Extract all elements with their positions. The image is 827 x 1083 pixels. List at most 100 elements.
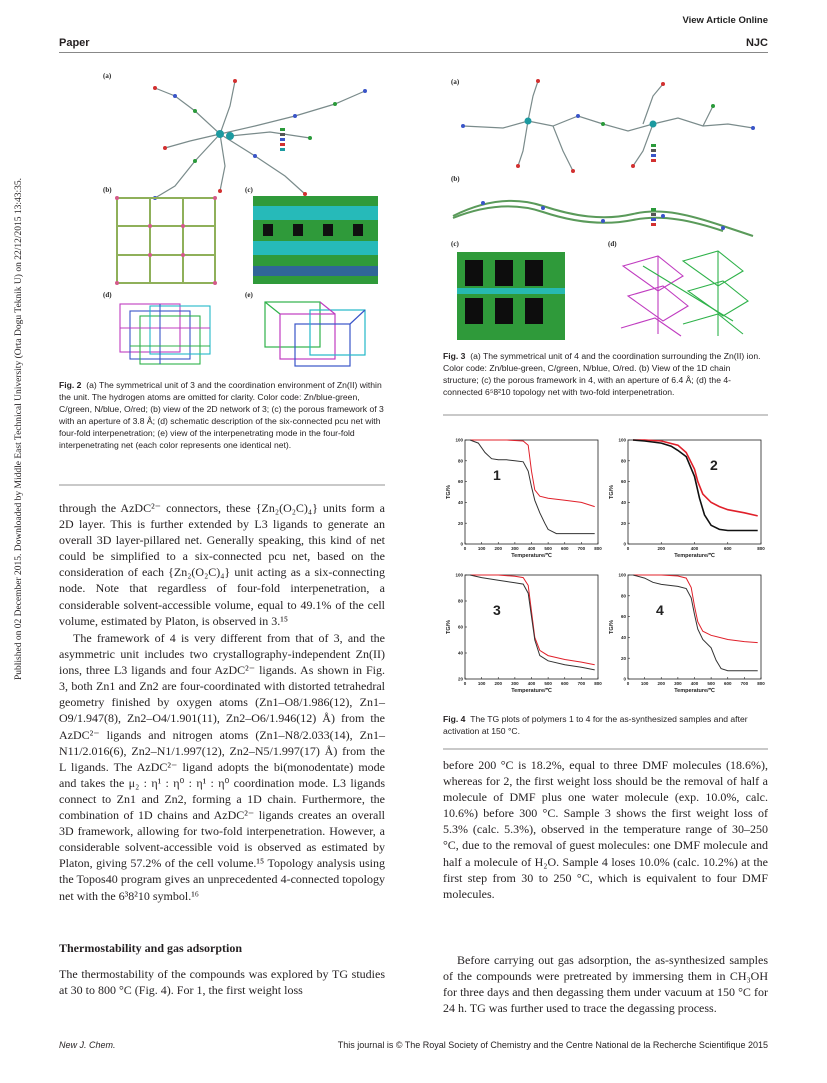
fig3-1d-chain — [452, 199, 754, 237]
fig3-panel-a-label: (a) — [451, 78, 460, 86]
fig2-panel-b-label: (b) — [103, 186, 112, 194]
tg-plot-number: 3 — [493, 602, 501, 618]
y-axis-label: TG/% — [609, 620, 615, 634]
fig2-caption: Fig. 2 (a) The symmetrical unit of 3 and… — [59, 379, 385, 451]
tg-series-line-1 — [633, 574, 758, 644]
side-note-text: Published on 02 December 2015. Downloade… — [14, 177, 24, 680]
x-tick-label: 600 — [724, 681, 732, 686]
tg-plot-number: 1 — [493, 467, 501, 483]
y-tick-label: 100 — [455, 438, 463, 443]
fig2-porous-framework — [253, 196, 378, 284]
tg-series-line-2 — [632, 574, 758, 672]
fig3-caption-label: Fig. 3 — [443, 351, 466, 361]
x-tick-label: 0 — [464, 681, 467, 686]
fig2-panel-a-label: (a) — [103, 72, 112, 80]
x-tick-label: 600 — [724, 546, 732, 551]
fig3-molecule-bonds — [462, 80, 754, 172]
x-tick-label: 500 — [544, 546, 552, 551]
fig2-color-legend — [280, 128, 285, 151]
tg-series-line-2 — [469, 439, 595, 535]
x-tick-label: 600 — [561, 681, 569, 686]
body-left-paragraph-1: through the AzDC²⁻ connectors, these {Zn… — [59, 501, 385, 628]
section-heading-thermostability: Thermostability and gas adsorption — [59, 941, 243, 955]
x-axis-label: Temperature/℃ — [674, 687, 715, 694]
y-axis-label: TG/% — [446, 485, 452, 499]
fig3-chain-atoms — [481, 201, 725, 230]
fig4-caption-text: The TG plots of polymers 1 to 4 for the … — [443, 714, 748, 736]
y-tick-label: 20 — [621, 521, 627, 526]
tg-plot-frame — [464, 439, 599, 545]
y-tick-label: 0 — [460, 542, 463, 547]
figure-3-image: (a) (b) — [451, 78, 755, 340]
x-axis-label: Temperature/℃ — [674, 552, 715, 559]
x-tick-label: 0 — [627, 546, 630, 551]
fig3-color-legend-b — [651, 208, 656, 226]
y-tick-label: 40 — [621, 500, 627, 505]
download-side-note: Published on 02 December 2015. Downloade… — [2, 100, 24, 680]
fig3-porous-framework — [457, 252, 565, 340]
y-tick-label: 0 — [623, 542, 626, 547]
x-tick-label: 200 — [657, 681, 665, 686]
y-tick-label: 40 — [458, 500, 464, 505]
fig3-caption-text: (a) The symmetrical unit of 4 and the co… — [443, 351, 761, 397]
fig3-topology-net — [620, 250, 749, 337]
tg-plot-1: 0 100 200 300 400 500 600 700 800 0 20 40 60 80 100 Tem… — [446, 438, 602, 559]
x-tick-label: 700 — [741, 681, 749, 686]
x-tick-label: 0 — [627, 681, 630, 686]
x-tick-label: 300 — [511, 546, 519, 551]
figure-2: (a) (b) — [95, 66, 385, 371]
tg-plot-3: 0 100 200 300 400 500 600 700 800 20 40 60 80 100 Temp… — [446, 573, 602, 694]
fig2-interpenetration-mode — [264, 301, 366, 367]
y-tick-label: 80 — [458, 458, 464, 463]
tg-plot-frame — [464, 574, 599, 680]
fig3-panel-b-label: (b) — [451, 175, 460, 183]
tg-series-line-2 — [632, 439, 758, 532]
x-tick-label: 800 — [594, 546, 602, 551]
y-tick-label: 20 — [458, 677, 464, 682]
x-tick-label: 300 — [674, 681, 682, 686]
header-journal-label: NJC — [745, 37, 768, 49]
x-axis-label: Temperature/℃ — [511, 687, 552, 694]
body-left-paragraph-2: The framework of 4 is very different fro… — [59, 631, 385, 903]
fig2-pcu-net — [119, 303, 211, 365]
tg-plot-2: 0 200 400 600 800 0 20 40 60 80 100 Temperature/℃ TG… — [609, 438, 765, 559]
fig3-caption-rule — [443, 414, 768, 416]
header-rule — [59, 52, 768, 53]
body-right-paragraph-2: Before carrying out gas adsorption, the … — [443, 953, 768, 1016]
x-tick-label: 100 — [641, 681, 649, 686]
y-tick-label: 100 — [455, 573, 463, 578]
body-left-paragraph-3: The thermostability of the compounds was… — [59, 967, 385, 998]
y-tick-label: 100 — [618, 438, 626, 443]
y-axis-label: TG/% — [609, 485, 615, 499]
tg-plots: 0 100 200 300 400 500 600 700 800020406080100Tem… — [446, 438, 765, 694]
tg-series-line-1 — [470, 574, 595, 666]
y-tick-label: 60 — [458, 479, 464, 484]
footer-journal-name: New J. Chem. — [59, 1040, 116, 1050]
fig4-caption: Fig. 4 The TG plots of polymers 1 to 4 f… — [443, 713, 768, 737]
tg-plot-4: 0 100 200 300 400 500 600 700 800 0 20 40 60 80 100 Tem… — [609, 573, 765, 694]
fig4-caption-label: Fig. 4 — [443, 714, 466, 724]
footer-copyright: This journal is © The Royal Society of C… — [337, 1040, 768, 1050]
figure-4: 0 100 200 300 400 500 600 700 800 0 20 40 60 80 100 Tem… — [443, 432, 768, 702]
fig2-caption-label: Fig. 2 — [59, 380, 82, 390]
fig2-caption-rule — [59, 484, 385, 486]
tg-series-line-1 — [470, 439, 595, 508]
fig2-molecule-bonds — [154, 80, 366, 199]
view-article-online-link[interactable]: View Article Online — [682, 15, 768, 26]
fig3-molecule-atoms — [461, 79, 755, 173]
x-tick-label: 100 — [478, 546, 486, 551]
fig2-2d-network — [116, 197, 216, 284]
fig3-color-legend-a — [651, 144, 656, 162]
fig2-molecule-atoms — [153, 79, 367, 200]
x-tick-label: 300 — [511, 681, 519, 686]
x-tick-label: 500 — [707, 681, 715, 686]
y-tick-label: 20 — [458, 521, 464, 526]
header-section-label: Paper — [59, 37, 90, 49]
y-tick-label: 100 — [618, 573, 626, 578]
tg-series-line-2 — [469, 574, 595, 671]
x-tick-label: 400 — [691, 546, 699, 551]
tg-plot-number: 4 — [656, 602, 664, 618]
x-tick-label: 100 — [478, 681, 486, 686]
x-tick-label: 500 — [544, 681, 552, 686]
y-axis-label: TG/% — [446, 620, 452, 634]
